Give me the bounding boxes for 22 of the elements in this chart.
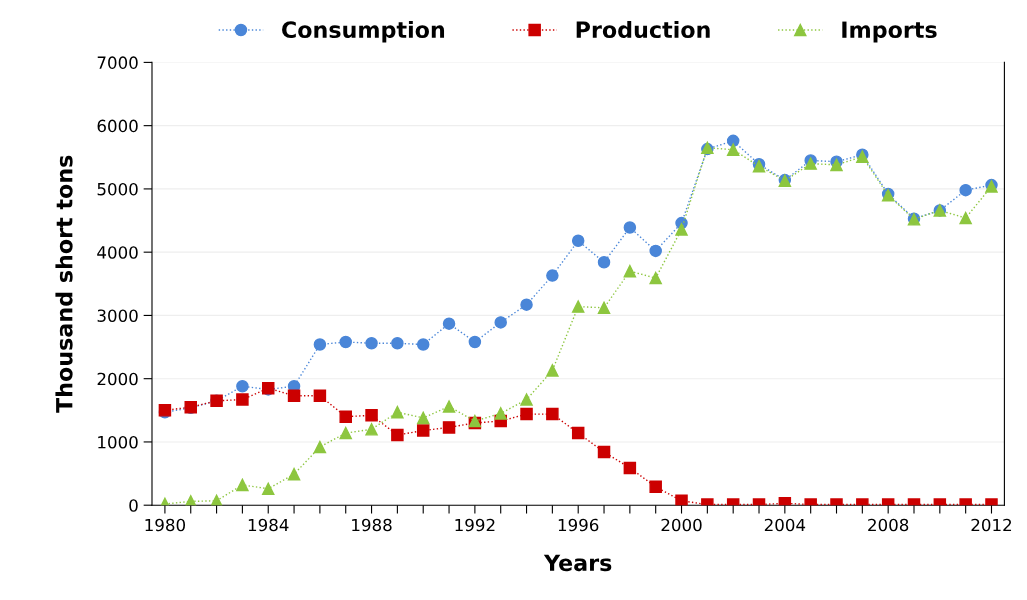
legend-label: Production	[576, 20, 710, 39]
y-tick-label: 2000	[97, 372, 138, 386]
x-tick-label: 1988	[352, 518, 392, 532]
x-tick-label: 2008	[868, 518, 909, 532]
y-tick-label: 0	[129, 499, 138, 512]
x-tick-label: 2004	[764, 518, 806, 532]
x-tick-label: 1992	[455, 518, 495, 532]
x-axis-title: Years	[543, 554, 612, 572]
x-tick-label: 2012	[971, 518, 1012, 532]
x-tick-label: 1980	[145, 518, 186, 532]
y-tick-label: 1000	[98, 435, 138, 449]
y-tick-label: 4000	[97, 246, 138, 259]
y-tick-label: 3000	[97, 309, 138, 322]
y-tick-label: 5000	[97, 182, 138, 196]
x-tick-label: 1984	[248, 518, 289, 532]
x-tick-label: 1996	[558, 518, 599, 532]
y-tick-label: 7000	[97, 56, 138, 69]
y-axis-title: Thousand short tons	[55, 155, 73, 413]
x-tick-label: 2000	[661, 518, 702, 532]
legend-label: Imports	[842, 21, 937, 43]
legend-label: Consumption	[282, 20, 445, 43]
y-tick-label: 6000	[97, 119, 138, 133]
